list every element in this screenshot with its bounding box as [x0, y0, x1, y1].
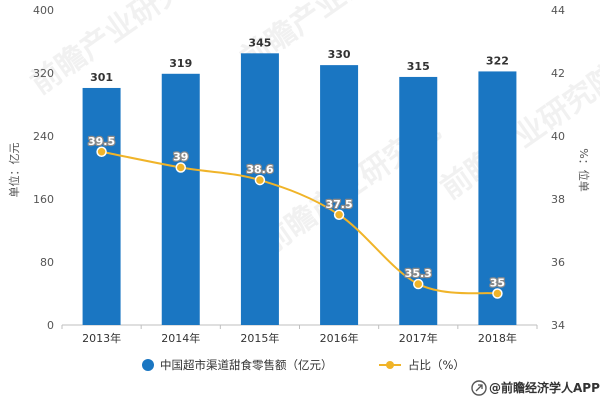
y-left-tick-label: 240 — [33, 130, 54, 143]
x-tick-label: 2014年 — [161, 331, 200, 345]
x-tick-label: 2015年 — [240, 331, 279, 345]
bar-3 — [320, 65, 359, 325]
y-left-tick-label: 0 — [47, 319, 54, 332]
bar-value-label: 322 — [486, 54, 509, 67]
legend-line-marker — [386, 361, 394, 369]
line-value-label: 38.6 — [246, 163, 273, 176]
bar-value-label: 319 — [169, 57, 192, 70]
line-value-label: 39.5 — [88, 135, 115, 148]
brand-text: @前瞻经济学人APP — [489, 380, 600, 395]
bar-2 — [240, 53, 279, 325]
y-left-tick-label: 320 — [33, 67, 54, 80]
y-left-axis-title: 单位：亿元 — [7, 143, 21, 198]
legend-bar-label: 中国超市渠道甜食零售额（亿元） — [160, 358, 333, 372]
line-value-label: 37.5 — [326, 198, 353, 211]
line-value-label: 35.3 — [405, 267, 432, 280]
y-left-tick-label: 160 — [33, 193, 54, 206]
line-value-label: 39 — [173, 151, 188, 164]
y-right-tick-label: 38 — [551, 193, 565, 206]
share-point-0 — [96, 146, 107, 157]
share-point-3 — [333, 209, 345, 220]
y-left-tick-label: 80 — [40, 256, 54, 269]
legend-line-label: 占比（%） — [408, 358, 465, 372]
y-right-tick-label: 36 — [551, 256, 565, 269]
qianzhan-logo-arrow — [475, 384, 483, 392]
share-point-1 — [175, 162, 186, 173]
x-tick-label: 2013年 — [82, 331, 121, 345]
bar-0 — [82, 87, 121, 326]
line-value-label: 35 — [490, 277, 505, 290]
y-right-axis-title: %：位单 — [577, 148, 591, 191]
bar-5 — [478, 71, 517, 325]
share-point-5 — [492, 288, 503, 299]
bar-value-label: 345 — [248, 36, 271, 49]
y-right-tick-label: 40 — [551, 130, 565, 143]
y-right-tick-label: 34 — [551, 319, 565, 332]
legend-bar-swatch — [142, 359, 154, 371]
bar-value-label: 315 — [407, 60, 430, 73]
y-right-tick-label: 42 — [551, 67, 565, 80]
bar-1 — [161, 73, 200, 325]
share-point-2 — [254, 174, 266, 186]
x-tick-label: 2017年 — [399, 331, 438, 345]
x-tick-label: 2018年 — [478, 331, 517, 345]
y-right-tick-label: 44 — [551, 4, 565, 17]
watermark-text: 前瞻产业研究院 — [435, 57, 600, 206]
y-left-tick-label: 400 — [33, 4, 54, 17]
bar-value-label: 330 — [328, 48, 351, 61]
bar-value-label: 301 — [90, 71, 113, 84]
x-tick-label: 2016年 — [320, 331, 359, 345]
share-point-4 — [413, 278, 424, 290]
